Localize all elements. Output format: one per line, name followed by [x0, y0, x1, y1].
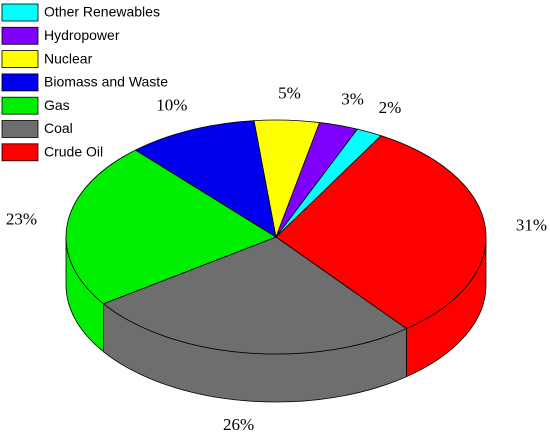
legend-label: Crude Oil: [44, 144, 103, 160]
value-label: 31%: [516, 215, 547, 234]
legend-label: Other Renewables: [44, 4, 160, 20]
legend-swatch: [1, 143, 39, 162]
legend-swatch: [1, 26, 39, 45]
value-label: 3%: [341, 90, 364, 109]
legend-label: Coal: [44, 120, 73, 136]
slice: [135, 120, 277, 238]
value-label: 10%: [156, 96, 187, 115]
slice: [275, 135, 487, 330]
slice: [103, 236, 407, 355]
legend-swatch: [1, 120, 39, 138]
value-label: 26%: [223, 415, 254, 434]
legend-swatch: [1, 50, 39, 68]
slice: [65, 149, 277, 305]
slice: [275, 128, 382, 238]
value-label: 23%: [6, 210, 37, 229]
legend-label: Nuclear: [44, 50, 93, 66]
value-label: 2%: [379, 98, 402, 117]
legend-swatch: [1, 96, 39, 115]
value-label: 5%: [278, 83, 301, 102]
legend-label: Hydropower: [44, 27, 120, 43]
legend-swatch: [1, 3, 39, 22]
legend-label: Gas: [44, 97, 70, 113]
legend-swatch: [1, 73, 39, 92]
legend-label: Biomass and Waste: [44, 74, 168, 90]
